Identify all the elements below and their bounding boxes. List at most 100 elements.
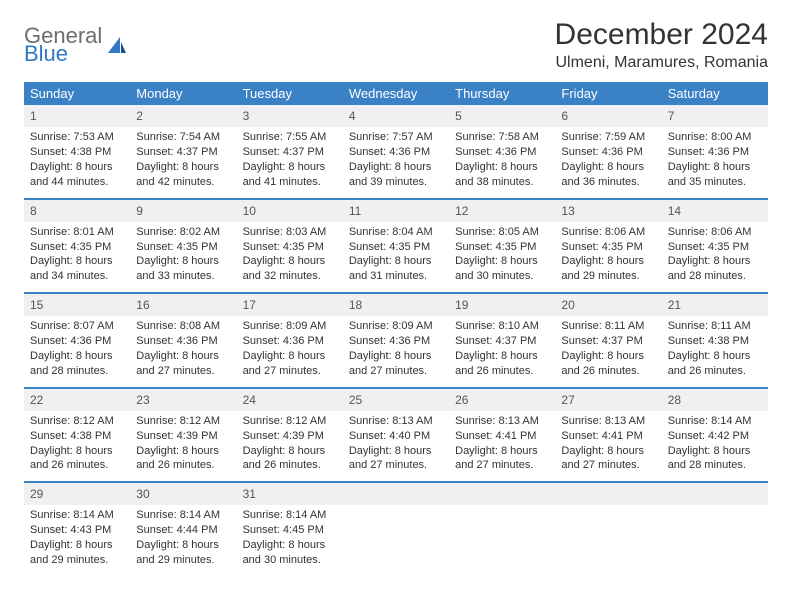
sunset-text: Sunset: 4:37 PM [136,145,230,160]
daylight-text: Daylight: 8 hours and 33 minutes. [136,254,230,284]
calendar-day-cell: 4Sunrise: 7:57 AMSunset: 4:36 PMDaylight… [343,105,449,198]
daylight-text: Daylight: 8 hours and 26 minutes. [455,349,549,379]
sunrise-text: Sunrise: 8:03 AM [243,225,337,240]
sunset-text: Sunset: 4:38 PM [668,334,762,349]
daylight-text: Daylight: 8 hours and 31 minutes. [349,254,443,284]
day-number: 5 [449,105,555,127]
day-number: 7 [662,105,768,127]
sail-icon [106,35,128,57]
sunset-text: Sunset: 4:36 PM [561,145,655,160]
calendar-day-cell: 16Sunrise: 8:08 AMSunset: 4:36 PMDayligh… [130,294,236,387]
day-number: 11 [343,200,449,222]
day-number: 6 [555,105,661,127]
calendar-header-cell: Wednesday [343,82,449,105]
calendar-day-cell: 24Sunrise: 8:12 AMSunset: 4:39 PMDayligh… [237,389,343,482]
day-body: Sunrise: 8:04 AMSunset: 4:35 PMDaylight:… [343,222,449,292]
daylight-text: Daylight: 8 hours and 35 minutes. [668,160,762,190]
day-number: 18 [343,294,449,316]
calendar-header-cell: Friday [555,82,661,105]
calendar-week-row: 29Sunrise: 8:14 AMSunset: 4:43 PMDayligh… [24,483,768,576]
sunrise-text: Sunrise: 7:59 AM [561,130,655,145]
sunrise-text: Sunrise: 8:07 AM [30,319,124,334]
sunrise-text: Sunrise: 8:12 AM [30,414,124,429]
day-body: Sunrise: 8:00 AMSunset: 4:36 PMDaylight:… [662,127,768,197]
day-number: 8 [24,200,130,222]
calendar-header-row: SundayMondayTuesdayWednesdayThursdayFrid… [24,82,768,105]
day-body [555,505,661,555]
calendar-week-row: 22Sunrise: 8:12 AMSunset: 4:38 PMDayligh… [24,389,768,484]
sunrise-text: Sunrise: 7:55 AM [243,130,337,145]
day-number: 12 [449,200,555,222]
daylight-text: Daylight: 8 hours and 30 minutes. [455,254,549,284]
sunset-text: Sunset: 4:37 PM [561,334,655,349]
day-number [662,483,768,505]
daylight-text: Daylight: 8 hours and 41 minutes. [243,160,337,190]
calendar-header-cell: Tuesday [237,82,343,105]
sunset-text: Sunset: 4:35 PM [30,240,124,255]
daylight-text: Daylight: 8 hours and 28 minutes. [30,349,124,379]
day-number: 22 [24,389,130,411]
day-body: Sunrise: 8:06 AMSunset: 4:35 PMDaylight:… [555,222,661,292]
calendar-week-row: 15Sunrise: 8:07 AMSunset: 4:36 PMDayligh… [24,294,768,389]
sunrise-text: Sunrise: 7:58 AM [455,130,549,145]
sunset-text: Sunset: 4:35 PM [136,240,230,255]
daylight-text: Daylight: 8 hours and 26 minutes. [561,349,655,379]
day-number: 14 [662,200,768,222]
sunset-text: Sunset: 4:39 PM [243,429,337,444]
sunset-text: Sunset: 4:37 PM [455,334,549,349]
day-number: 31 [237,483,343,505]
daylight-text: Daylight: 8 hours and 27 minutes. [349,444,443,474]
sunrise-text: Sunrise: 8:04 AM [349,225,443,240]
day-body: Sunrise: 8:14 AMSunset: 4:42 PMDaylight:… [662,411,768,481]
sunset-text: Sunset: 4:40 PM [349,429,443,444]
calendar-day-cell: 12Sunrise: 8:05 AMSunset: 4:35 PMDayligh… [449,200,555,293]
title-block: December 2024 Ulmeni, Maramures, Romania [555,18,768,72]
day-number: 4 [343,105,449,127]
sunrise-text: Sunrise: 7:57 AM [349,130,443,145]
day-body: Sunrise: 7:55 AMSunset: 4:37 PMDaylight:… [237,127,343,197]
calendar-day-cell: 5 Sunrise: 7:58 AMSunset: 4:36 PMDaylight… [449,105,555,198]
sunrise-text: Sunrise: 7:54 AM [136,130,230,145]
daylight-text: Daylight: 8 hours and 38 minutes. [455,160,549,190]
sunrise-text: Sunrise: 8:13 AM [455,414,549,429]
calendar-header-cell: Saturday [662,82,768,105]
day-number: 30 [130,483,236,505]
day-number: 24 [237,389,343,411]
sunrise-text: Sunrise: 8:11 AM [668,319,762,334]
day-number: 17 [237,294,343,316]
day-number: 10 [237,200,343,222]
sunset-text: Sunset: 4:36 PM [455,145,549,160]
calendar-day-cell [555,483,661,576]
calendar-day-cell: 11Sunrise: 8:04 AMSunset: 4:35 PMDayligh… [343,200,449,293]
header-bar: General Blue December 2024 Ulmeni, Maram… [24,18,768,72]
day-body [449,505,555,555]
day-body: Sunrise: 8:13 AMSunset: 4:41 PMDaylight:… [449,411,555,481]
day-number: 23 [130,389,236,411]
day-number: 1 [24,105,130,127]
calendar-day-cell: 8Sunrise: 8:01 AMSunset: 4:35 PMDaylight… [24,200,130,293]
sunrise-text: Sunrise: 8:00 AM [668,130,762,145]
daylight-text: Daylight: 8 hours and 26 minutes. [668,349,762,379]
sunrise-text: Sunrise: 8:08 AM [136,319,230,334]
day-body: Sunrise: 7:54 AMSunset: 4:37 PMDaylight:… [130,127,236,197]
daylight-text: Daylight: 8 hours and 27 minutes. [561,444,655,474]
brand-logo: General Blue [24,18,128,64]
sunset-text: Sunset: 4:41 PM [455,429,549,444]
sunrise-text: Sunrise: 8:13 AM [561,414,655,429]
page-subtitle: Ulmeni, Maramures, Romania [555,54,768,72]
day-body: Sunrise: 8:09 AMSunset: 4:36 PMDaylight:… [237,316,343,386]
day-body: Sunrise: 8:13 AMSunset: 4:41 PMDaylight:… [555,411,661,481]
daylight-text: Daylight: 8 hours and 44 minutes. [30,160,124,190]
sunset-text: Sunset: 4:43 PM [30,523,124,538]
day-body: Sunrise: 8:12 AMSunset: 4:39 PMDaylight:… [237,411,343,481]
day-number: 13 [555,200,661,222]
day-number: 3 [237,105,343,127]
sunset-text: Sunset: 4:36 PM [30,334,124,349]
day-number: 26 [449,389,555,411]
sunrise-text: Sunrise: 8:11 AM [561,319,655,334]
sunset-text: Sunset: 4:45 PM [243,523,337,538]
daylight-text: Daylight: 8 hours and 39 minutes. [349,160,443,190]
day-number [343,483,449,505]
daylight-text: Daylight: 8 hours and 26 minutes. [136,444,230,474]
calendar-day-cell: 28Sunrise: 8:14 AMSunset: 4:42 PMDayligh… [662,389,768,482]
